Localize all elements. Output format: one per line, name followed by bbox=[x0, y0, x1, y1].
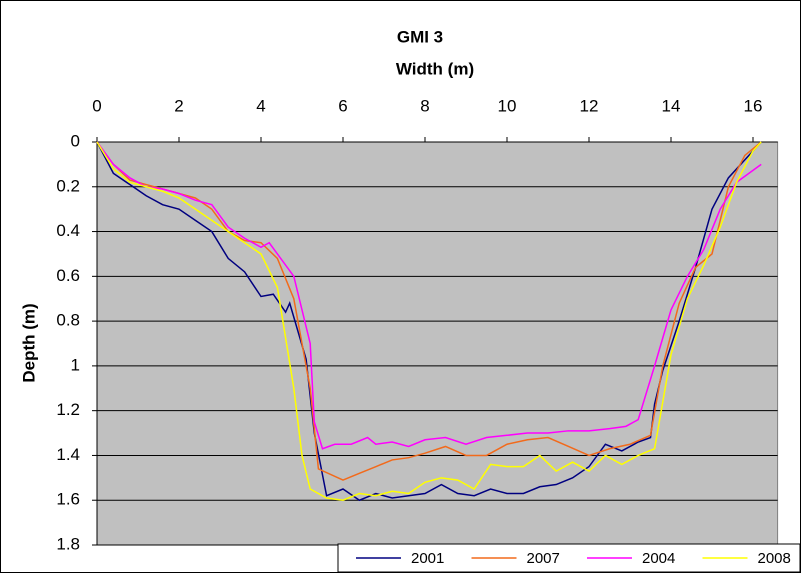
x-tick-label: 10 bbox=[498, 96, 517, 115]
y-axis-label: Depth (m) bbox=[19, 303, 38, 382]
y-tick-label: 1.8 bbox=[56, 534, 80, 553]
legend-label: 2004 bbox=[642, 550, 675, 567]
y-tick-label: 1.6 bbox=[56, 490, 80, 509]
y-tick-label: 0.8 bbox=[56, 311, 80, 330]
x-tick-label: 4 bbox=[256, 96, 265, 115]
x-tick-label: 14 bbox=[662, 96, 681, 115]
x-tick-label: 6 bbox=[338, 96, 347, 115]
plot-area bbox=[96, 141, 779, 546]
y-tick-label: 1 bbox=[71, 355, 80, 374]
legend-label: 2001 bbox=[411, 550, 444, 567]
x-tick-label: 16 bbox=[744, 96, 763, 115]
y-tick-label: 1.4 bbox=[56, 445, 80, 464]
legend-label: 2008 bbox=[758, 550, 791, 567]
x-tick-label: 12 bbox=[580, 96, 599, 115]
legend-label: 2007 bbox=[527, 550, 560, 567]
series-line bbox=[96, 141, 762, 501]
y-tick-label: 0.6 bbox=[56, 266, 80, 285]
x-axis-label: Width (m) bbox=[396, 59, 474, 78]
chart-title: GMI 3 bbox=[397, 27, 443, 46]
y-tick-label: 1.2 bbox=[56, 400, 80, 419]
x-tick-label: 2 bbox=[174, 96, 183, 115]
y-tick-label: 0.2 bbox=[56, 176, 80, 195]
x-tick-label: 8 bbox=[420, 96, 429, 115]
series-line bbox=[96, 141, 762, 502]
series-line bbox=[96, 141, 762, 450]
legend: 2001 2007 2004 2008 bbox=[337, 543, 801, 573]
y-tick-label: 0.4 bbox=[56, 221, 80, 240]
y-tick-label: 0 bbox=[71, 131, 80, 150]
x-tick-label: 0 bbox=[92, 96, 101, 115]
